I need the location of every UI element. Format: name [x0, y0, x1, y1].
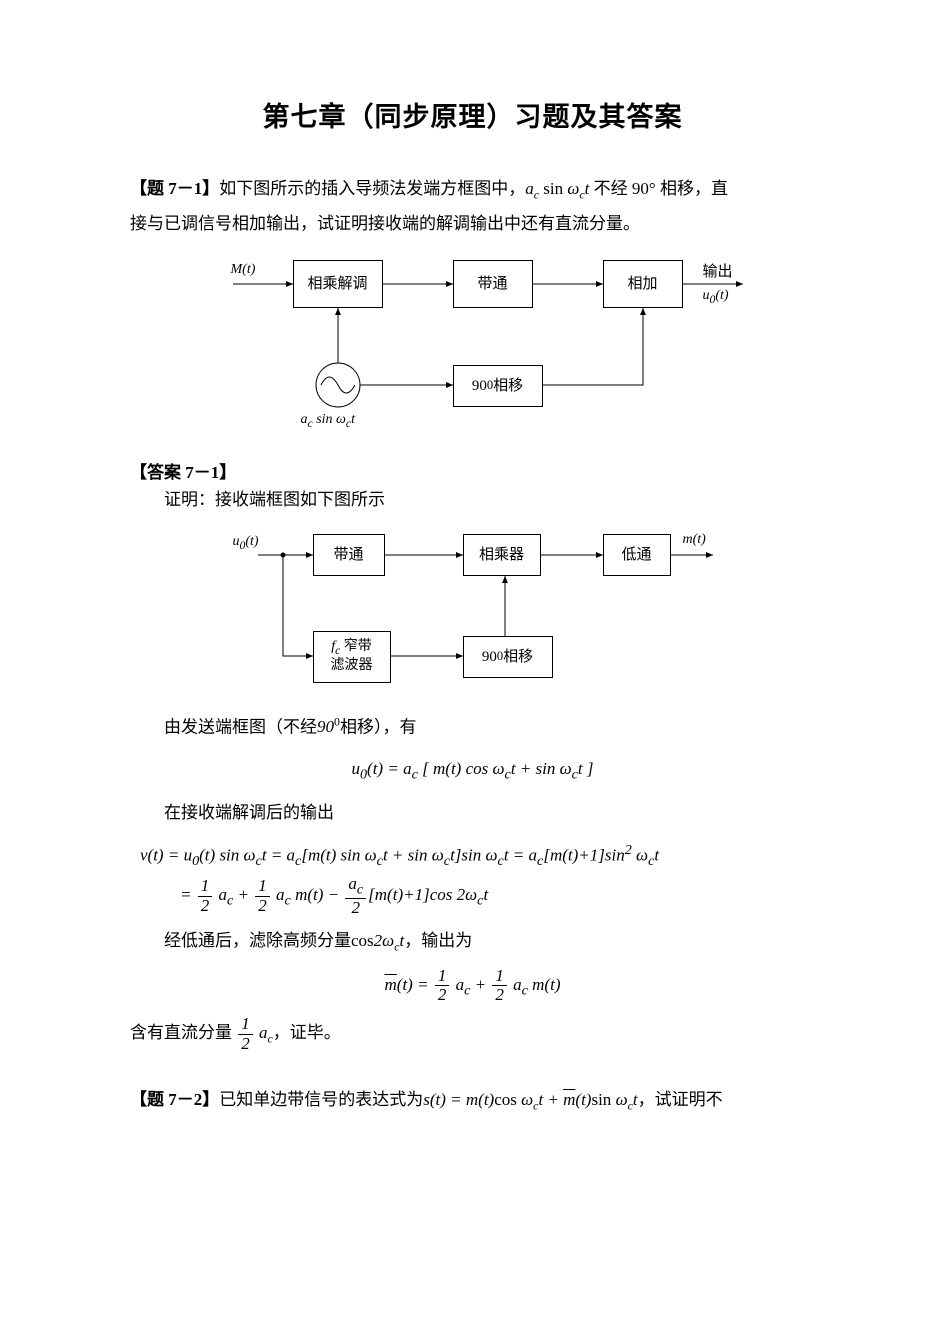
d1-out-math: u0(t): [703, 288, 729, 306]
page: 第七章（同步原理）习题及其答案 【题 7－1】如下图所示的插入导频法发端方框图中…: [0, 0, 945, 1337]
p1-math1: ac sin ωct: [525, 179, 589, 198]
equation-vt: v(t) = u0(t) sin ωct = ac[m(t) sin ωct +…: [130, 837, 815, 918]
d2-box-narrowband: fc 窄带滤波器: [313, 631, 391, 683]
a1-l5-post: ，证毕。: [273, 1023, 341, 1042]
d2-box-lowpass: 低通: [603, 534, 671, 576]
d1-input-label: M(t): [231, 262, 256, 278]
equation-u0: u0(t) = ac [ m(t) cos ωct + sin ωct ]: [130, 753, 815, 788]
a1-line3: 在接收端解调后的输出: [130, 796, 815, 831]
a1-l2-mid: 900: [317, 717, 340, 736]
p1-text2: 不经 90° 相移，直: [589, 179, 728, 198]
d2-in-label: u0(t): [233, 534, 259, 552]
a1-line5: 含有直流分量 12 ac，证毕。: [130, 1015, 815, 1053]
diagram-2: u0(t) 带通 相乘器 低通 fc 窄带滤波器 900 相移 m(t): [233, 526, 713, 696]
d1-box-90shift: 900 相移: [453, 365, 543, 407]
d1-box-multiply: 相乘解调: [293, 260, 383, 308]
page-title: 第七章（同步原理）习题及其答案: [130, 95, 815, 134]
p1-text1: 如下图所示的插入导频法发端方框图中，: [219, 179, 525, 198]
a1-line4: 经低通后，滤除高频分量cos2ωct，输出为: [130, 924, 815, 959]
answer-7-1-heading: 【答案 7－1】: [130, 458, 815, 483]
p2-text2: ，试证明不: [638, 1090, 723, 1109]
a1-l5-pre: 含有直流分量: [130, 1023, 232, 1042]
p2-text1: 已知单边带信号的表达式为: [219, 1090, 423, 1109]
d1-osc-label: ac sin ωct: [301, 412, 356, 430]
a1-l4-post: ，输出为: [404, 931, 472, 950]
diagram-1: M(t) 相乘解调 带通 相加 900 相移 输出 u0(t) ac sin ω…: [203, 250, 743, 440]
a1-l2-pre: 由发送端框图（不经: [164, 717, 317, 736]
d1-box-bandpass: 带通: [453, 260, 533, 308]
a1-l4-math: cos2ωct: [351, 931, 404, 950]
a1-l5-math: 12 ac: [236, 1023, 273, 1042]
d2-out-label: m(t): [683, 532, 706, 548]
problem-7-2: 【题 7－2】已知单边带信号的表达式为s(t) = m(t)cos ωct + …: [130, 1083, 815, 1118]
p2-heading: 【题 7－2】: [130, 1090, 219, 1109]
a1-line1: 证明：接收端框图如下图所示: [130, 483, 815, 518]
d2-box-bandpass: 带通: [313, 534, 385, 576]
d2-box-multiplier: 相乘器: [463, 534, 541, 576]
a1-l4-pre: 经低通后，滤除高频分量: [164, 931, 351, 950]
d1-out-cn: 输出: [703, 260, 733, 281]
equation-mhat: m(t) = 12 ac + 12 ac m(t): [130, 967, 815, 1005]
p2-math: s(t) = m(t)cos ωct + m(t)sin ωct: [423, 1090, 637, 1109]
a1-l2-post: 相移），有: [340, 717, 417, 736]
d2-box-90shift: 900 相移: [463, 636, 553, 678]
problem-heading: 【题 7－1】: [130, 179, 219, 198]
problem-7-1: 【题 7－1】如下图所示的插入导频法发端方框图中，ac sin ωct 不经 9…: [130, 172, 815, 207]
d1-box-add: 相加: [603, 260, 683, 308]
p1-line2: 接与已调信号相加输出，试证明接收端的解调输出中还有直流分量。: [130, 207, 815, 242]
a1-line2: 由发送端框图（不经900相移），有: [130, 710, 815, 746]
